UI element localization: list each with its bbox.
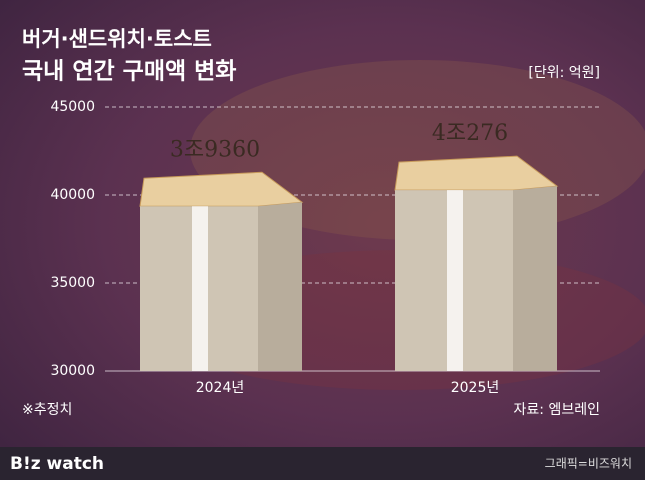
chart-title: 버거·샌드위치·토스트 [22, 27, 212, 51]
y-tick-label: 30000 [50, 363, 95, 379]
stack-side [513, 186, 557, 371]
value-label: 3조9360 [170, 137, 260, 162]
paper-band [192, 206, 208, 371]
chart-subtitle: 국내 연간 구매액 변화 [22, 59, 236, 85]
source: 자료: 엠브레인 [514, 402, 600, 418]
x-tick-label: 2024년 [196, 380, 245, 396]
unit-label: [단위: 억원] [528, 65, 600, 81]
y-tick-label: 35000 [50, 275, 95, 291]
x-tick-label: 2025년 [451, 380, 500, 396]
y-tick-label: 40000 [50, 187, 95, 203]
note: ※추정치 [22, 402, 72, 418]
footer-logo: B!z watch [10, 454, 104, 474]
stack-side [258, 202, 302, 371]
y-tick-label: 45000 [50, 99, 95, 115]
footer-bar [0, 447, 645, 480]
paper-band [447, 190, 463, 371]
footer-credit: 그래픽=비즈워치 [545, 457, 632, 471]
value-label: 4조276 [432, 121, 508, 146]
